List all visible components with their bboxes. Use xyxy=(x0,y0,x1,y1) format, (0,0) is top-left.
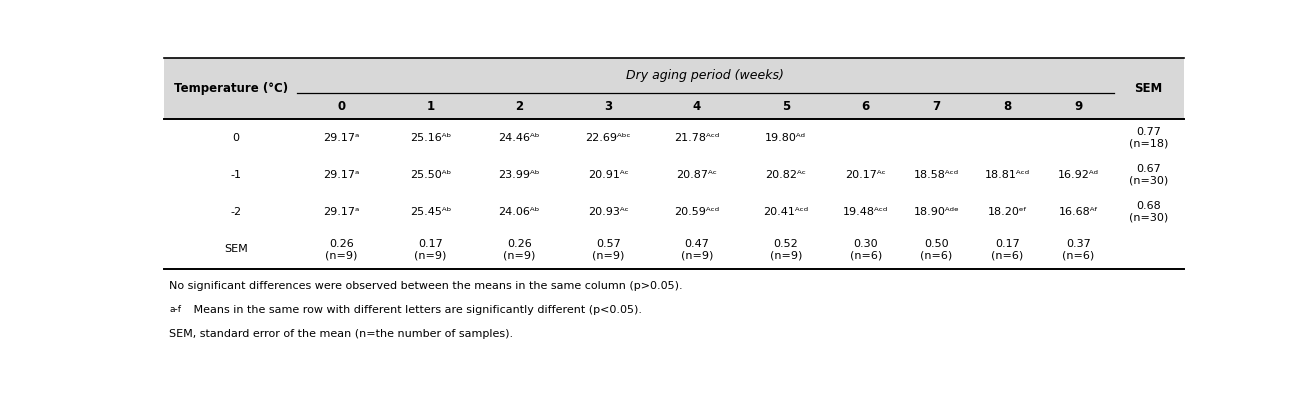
Text: 0.57
(n=9): 0.57 (n=9) xyxy=(592,239,625,260)
Text: 20.93ᴬᶜ: 20.93ᴬᶜ xyxy=(588,206,629,217)
Bar xyxy=(164,156,1184,193)
Text: SEM: SEM xyxy=(1135,82,1162,95)
Text: 0.77
(n=18): 0.77 (n=18) xyxy=(1130,127,1168,149)
Text: 4: 4 xyxy=(693,100,701,113)
Text: 0.17
(n=6): 0.17 (n=6) xyxy=(992,239,1023,260)
Bar xyxy=(164,120,1184,156)
Text: 0.26
(n=9): 0.26 (n=9) xyxy=(325,239,358,260)
Text: 6: 6 xyxy=(861,100,869,113)
Text: 0: 0 xyxy=(338,100,346,113)
Text: 25.50ᴬᵇ: 25.50ᴬᵇ xyxy=(410,170,451,180)
Text: 29.17ᵃ: 29.17ᵃ xyxy=(323,133,360,143)
Text: 22.69ᴬᵇᶜ: 22.69ᴬᵇᶜ xyxy=(585,133,631,143)
Text: 3: 3 xyxy=(604,100,613,113)
Text: 0.30
(n=6): 0.30 (n=6) xyxy=(849,239,882,260)
Text: 18.20ᵉᶠ: 18.20ᵉᶠ xyxy=(988,206,1027,217)
Text: 0.17
(n=9): 0.17 (n=9) xyxy=(414,239,447,260)
Text: 21.78ᴬᶜᵈ: 21.78ᴬᶜᵈ xyxy=(675,133,719,143)
Bar xyxy=(164,193,1184,230)
Text: 20.41ᴬᶜᵈ: 20.41ᴬᶜᵈ xyxy=(763,206,809,217)
Text: 2: 2 xyxy=(515,100,523,113)
Text: 1: 1 xyxy=(426,100,434,113)
Text: Temperature (°C): Temperature (°C) xyxy=(174,82,288,95)
Text: 29.17ᵃ: 29.17ᵃ xyxy=(323,206,360,217)
Text: 20.82ᴬᶜ: 20.82ᴬᶜ xyxy=(765,170,806,180)
Text: 8: 8 xyxy=(1003,100,1011,113)
Text: -1: -1 xyxy=(230,170,242,180)
Text: No significant differences were observed between the means in the same column (p: No significant differences were observed… xyxy=(170,282,682,291)
Text: 5: 5 xyxy=(781,100,790,113)
Text: 0.47
(n=9): 0.47 (n=9) xyxy=(681,239,713,260)
Text: 23.99ᴬᵇ: 23.99ᴬᵇ xyxy=(498,170,540,180)
Text: a-f: a-f xyxy=(170,305,181,314)
Text: 29.17ᵃ: 29.17ᵃ xyxy=(323,170,360,180)
Text: SEM, standard error of the mean (n=the number of samples).: SEM, standard error of the mean (n=the n… xyxy=(170,328,514,339)
Bar xyxy=(164,58,1184,120)
Text: 0.50
(n=6): 0.50 (n=6) xyxy=(920,239,953,260)
Text: 20.91ᴬᶜ: 20.91ᴬᶜ xyxy=(588,170,629,180)
Text: 18.58ᴬᶜᵈ: 18.58ᴬᶜᵈ xyxy=(914,170,959,180)
Text: 24.46ᴬᵇ: 24.46ᴬᵇ xyxy=(498,133,540,143)
Text: 19.48ᴬᶜᵈ: 19.48ᴬᶜᵈ xyxy=(843,206,889,217)
Text: 18.81ᴬᶜᵈ: 18.81ᴬᶜᵈ xyxy=(985,170,1030,180)
Text: 25.45ᴬᵇ: 25.45ᴬᵇ xyxy=(410,206,451,217)
Text: 19.80ᴬᵈ: 19.80ᴬᵈ xyxy=(765,133,806,143)
Text: 16.92ᴬᵈ: 16.92ᴬᵈ xyxy=(1057,170,1099,180)
Text: 7: 7 xyxy=(932,100,940,113)
Text: 18.90ᴬᵈᵉ: 18.90ᴬᵈᵉ xyxy=(914,206,960,217)
Text: 0.37
(n=6): 0.37 (n=6) xyxy=(1063,239,1094,260)
Text: -2: -2 xyxy=(230,206,242,217)
Text: 16.68ᴬᶠ: 16.68ᴬᶠ xyxy=(1059,206,1098,217)
Text: 0.68
(n=30): 0.68 (n=30) xyxy=(1130,201,1168,222)
Text: Means in the same row with different letters are significantly different (p<0.05: Means in the same row with different let… xyxy=(189,305,642,315)
Text: 0: 0 xyxy=(233,133,239,143)
Text: 0.52
(n=9): 0.52 (n=9) xyxy=(769,239,802,260)
Text: 25.16ᴬᵇ: 25.16ᴬᵇ xyxy=(410,133,451,143)
Text: 0.67
(n=30): 0.67 (n=30) xyxy=(1130,164,1168,186)
Text: 20.17ᴬᶜ: 20.17ᴬᶜ xyxy=(846,170,886,180)
Bar xyxy=(164,230,1184,269)
Text: 20.87ᴬᶜ: 20.87ᴬᶜ xyxy=(676,170,718,180)
Text: 20.59ᴬᶜᵈ: 20.59ᴬᶜᵈ xyxy=(675,206,719,217)
Text: 24.06ᴬᵇ: 24.06ᴬᵇ xyxy=(498,206,540,217)
Text: Dry aging period (weeks): Dry aging period (weeks) xyxy=(626,69,784,82)
Text: SEM: SEM xyxy=(224,244,247,255)
Text: 0.26
(n=9): 0.26 (n=9) xyxy=(504,239,535,260)
Text: 9: 9 xyxy=(1074,100,1082,113)
